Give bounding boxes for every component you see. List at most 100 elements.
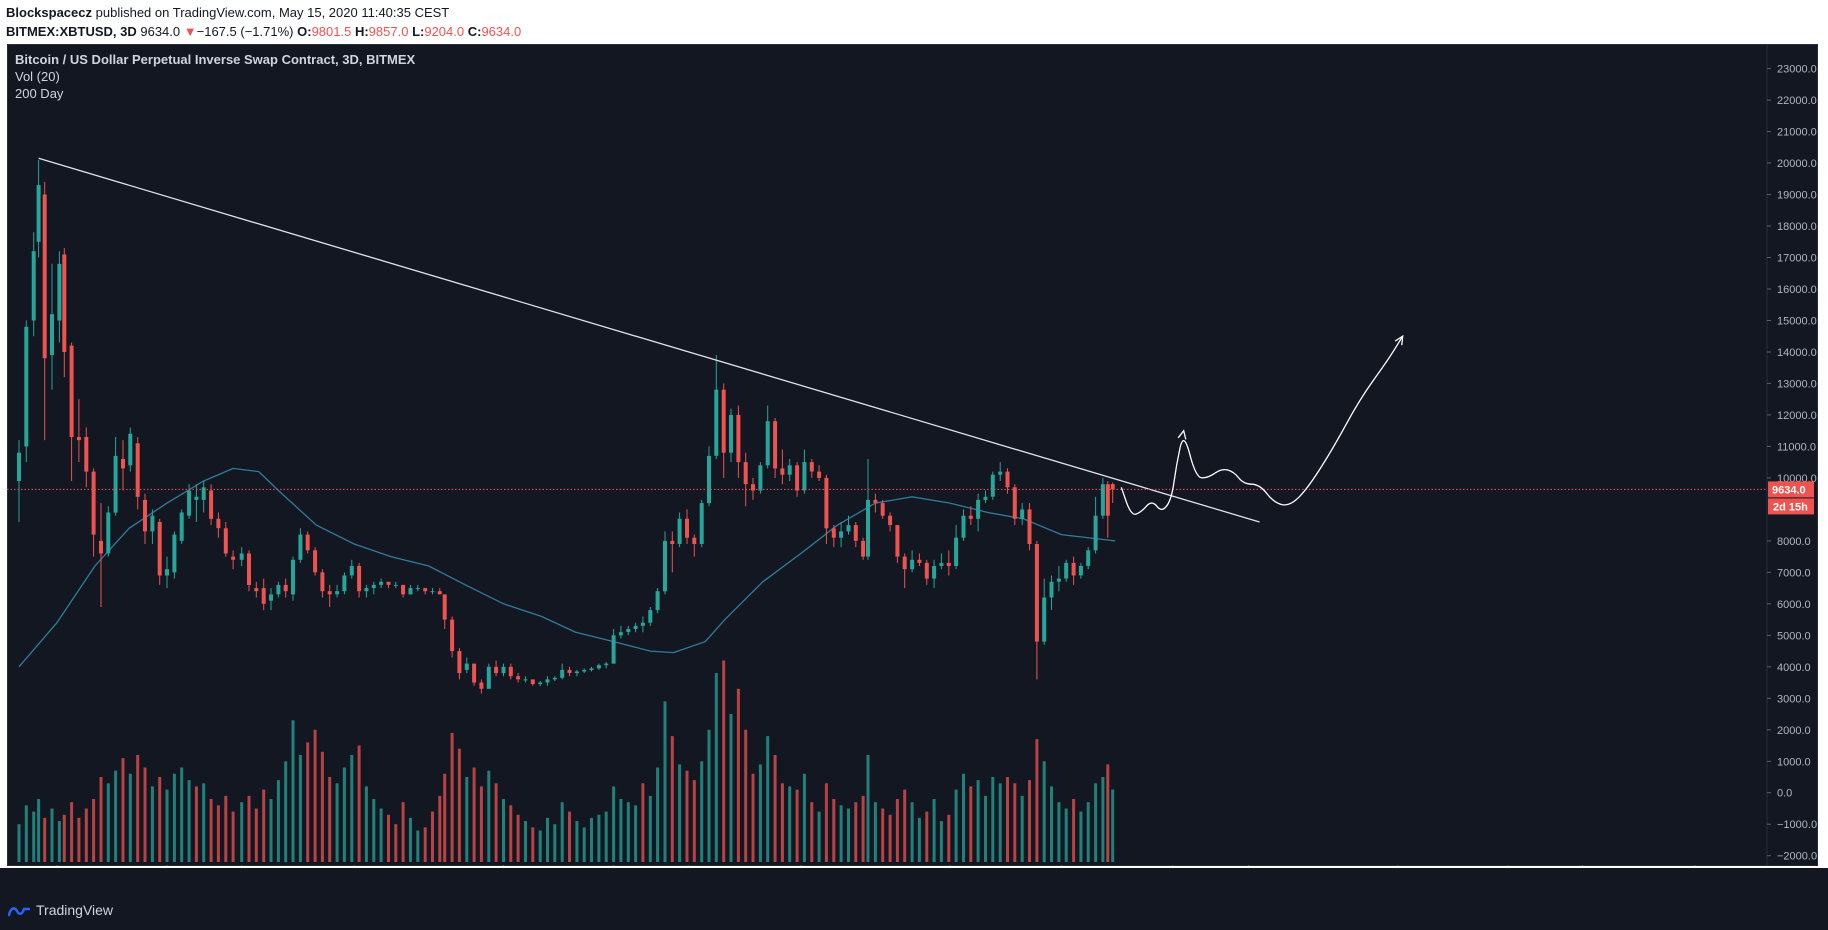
volume-bar xyxy=(99,777,103,862)
candle-body xyxy=(31,251,36,321)
price-tick-label: 14000.0 xyxy=(1777,347,1817,359)
volume-bar xyxy=(342,767,346,862)
candle-body xyxy=(633,625,638,629)
candle-body xyxy=(1071,562,1076,576)
candle-body xyxy=(1093,515,1098,551)
legend-ma[interactable]: 200 Day xyxy=(15,86,64,101)
publish-header: Blockspacecz published on TradingView.co… xyxy=(0,0,1828,42)
candle-body xyxy=(42,194,47,359)
volume-bar xyxy=(597,814,601,862)
candle-body xyxy=(464,663,469,670)
candle-body xyxy=(283,584,288,592)
candle-body xyxy=(437,591,442,595)
volume-bar xyxy=(546,817,549,862)
candle-body xyxy=(305,534,310,551)
drawings xyxy=(7,157,1767,523)
price-tick-label: 0.0 xyxy=(1777,788,1792,800)
volume-bar xyxy=(24,805,28,862)
volume-bar xyxy=(626,802,630,862)
candle-body xyxy=(327,591,332,595)
price-tick-label: 23000.0 xyxy=(1777,64,1817,76)
candle-body xyxy=(560,669,565,678)
volume-bar xyxy=(910,802,914,862)
brand[interactable]: TradingView xyxy=(8,902,113,918)
volume-bar xyxy=(847,808,850,862)
volume-bar xyxy=(590,817,593,862)
candle-body xyxy=(335,591,340,595)
volume-bar xyxy=(670,736,674,862)
candle-body xyxy=(866,499,870,557)
candle-body xyxy=(106,512,111,554)
volume-bar xyxy=(714,673,718,862)
volume-bar xyxy=(619,799,623,862)
volume-bar xyxy=(43,817,47,862)
volume-bar xyxy=(1072,799,1076,862)
candle-body xyxy=(62,254,67,352)
candle-body xyxy=(736,414,741,463)
candle-body xyxy=(983,496,988,500)
volume-bar xyxy=(50,808,54,862)
volume-bar xyxy=(254,808,258,862)
volume-bar xyxy=(276,780,280,862)
volume-bar xyxy=(158,777,162,862)
candle-body xyxy=(589,668,594,670)
price-tick-label: 1000.0 xyxy=(1777,756,1811,768)
candle-body xyxy=(320,572,325,592)
volume-bar xyxy=(472,767,476,862)
legend-volume[interactable]: Vol (20) xyxy=(15,69,60,84)
volume-bar xyxy=(553,824,557,862)
candle-body xyxy=(1012,487,1017,519)
price-chart[interactable]: 23000.0 22000.0 21000.0 20000.0 19000.0 18000… xyxy=(7,44,1818,866)
candle-body xyxy=(57,263,62,321)
candle-body xyxy=(787,465,792,475)
candle-body xyxy=(961,515,966,538)
volume-bar xyxy=(582,827,586,862)
candle-body xyxy=(699,503,704,544)
footer-bar xyxy=(0,868,1828,930)
volume-bar xyxy=(57,821,61,862)
candle-body xyxy=(990,474,995,497)
candle-body xyxy=(349,566,354,576)
candle-body xyxy=(924,562,929,579)
candle-body xyxy=(640,622,645,626)
candle-body xyxy=(187,490,192,516)
volume-bar xyxy=(685,770,689,862)
candle-body xyxy=(655,591,660,611)
candle-body xyxy=(604,663,609,666)
candle-body xyxy=(50,314,54,356)
volume-bar xyxy=(1006,777,1009,862)
volume-bar xyxy=(240,802,244,862)
volume-bar xyxy=(114,770,118,862)
candle-body xyxy=(853,525,858,541)
price-tick-label: −2000.0 xyxy=(1777,851,1817,863)
volume-bar xyxy=(641,783,645,862)
volume-bar xyxy=(416,830,420,862)
volume-bar xyxy=(751,773,755,862)
projection-arrow-icon xyxy=(1177,429,1187,440)
volume-bar xyxy=(729,714,733,862)
candle-body xyxy=(313,550,318,573)
price-tick-label: 16000.0 xyxy=(1777,284,1817,296)
candle-body xyxy=(269,594,273,601)
volume-bar xyxy=(387,814,390,862)
author-name[interactable]: Blockspacecz xyxy=(6,5,92,20)
volume-bar xyxy=(795,789,799,862)
candle-body xyxy=(663,540,667,592)
candle-body xyxy=(721,389,726,453)
price-tick-label: 11000.0 xyxy=(1777,441,1816,453)
price-tick-label: 4000.0 xyxy=(1777,662,1811,674)
volume-bar xyxy=(364,786,368,862)
candle-body xyxy=(530,679,535,685)
candle-body xyxy=(291,559,295,595)
change-down-icon: ▼ xyxy=(183,24,197,39)
price-change: −167.5 (−1.71%) xyxy=(196,24,294,39)
volume-bar xyxy=(1064,808,1068,862)
volume-bar xyxy=(560,802,564,862)
candle-body xyxy=(802,462,807,491)
candle-body xyxy=(179,512,184,541)
volume-bar xyxy=(172,773,176,862)
chart-legend: Bitcoin / US Dollar Perpetual Inverse Sw… xyxy=(15,51,415,102)
volume-bar xyxy=(401,802,405,862)
volume-bar xyxy=(298,755,302,862)
volume-bar xyxy=(136,755,140,862)
